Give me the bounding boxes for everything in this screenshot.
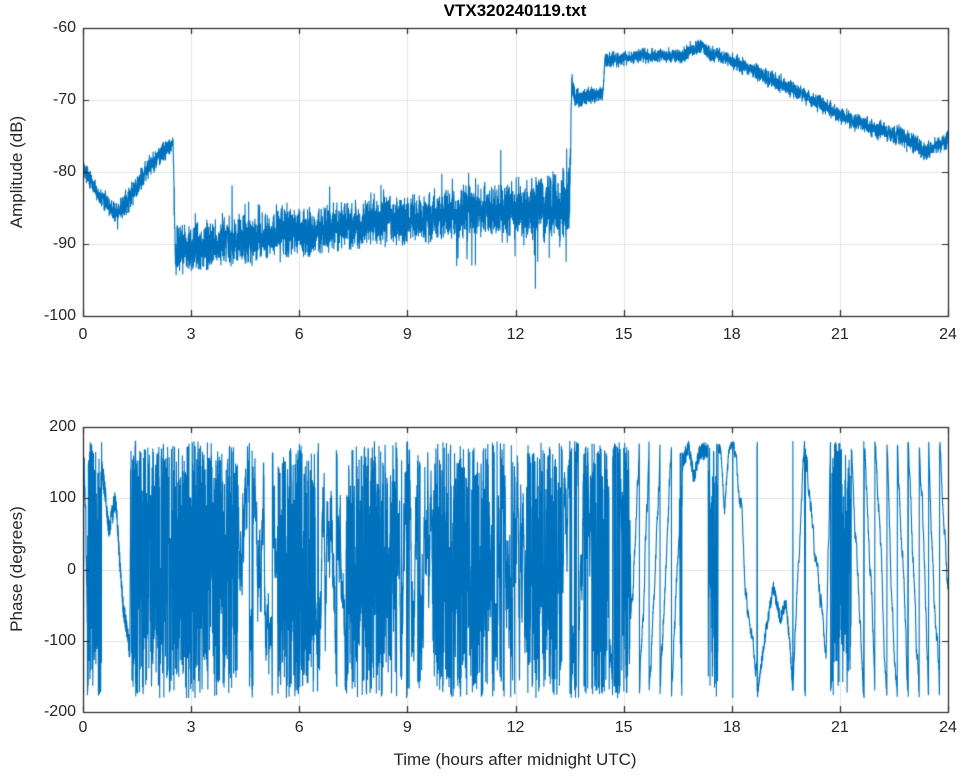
amp-y-tick-label: -60 <box>52 19 76 36</box>
amp-y-tick-label: -80 <box>52 163 76 180</box>
amp-y-tick-label: -70 <box>52 91 76 108</box>
amp-x-tick-label: 18 <box>722 326 741 343</box>
phase-y-tick-label: 0 <box>67 560 76 578</box>
amp-x-tick-label: 15 <box>614 326 633 343</box>
amplitude-y-axis-label: Amplitude (dB) <box>7 115 26 229</box>
phase-x-tick-label: 15 <box>614 719 633 736</box>
phase-y-axis-label: Phase (degrees) <box>7 506 26 632</box>
amp-x-tick-label: 6 <box>294 326 304 343</box>
phase-y-tick-label: 200 <box>49 418 76 435</box>
phase-x-tick-label: 18 <box>722 719 741 736</box>
phase-x-tick-label: 24 <box>939 719 957 736</box>
amp-x-tick-label: 12 <box>506 326 525 343</box>
figure-title: VTX320240119.txt <box>443 1 587 20</box>
amp-x-tick-label: 24 <box>939 326 957 343</box>
amp-y-tick-label: -90 <box>52 235 76 252</box>
phase-x-tick-label: 21 <box>830 719 849 736</box>
amp-y-tick-label: -100 <box>43 307 76 324</box>
phase-x-tick-label: 0 <box>78 719 88 736</box>
phase-x-tick-label: 6 <box>294 719 304 736</box>
phase-y-tick-label: 100 <box>49 489 76 507</box>
amp-x-tick-label: 9 <box>402 326 412 343</box>
amp-x-tick-label: 21 <box>830 326 849 343</box>
phase-y-tick-label: -100 <box>43 631 76 649</box>
phase-y-tick-label: -200 <box>43 703 76 720</box>
amp-x-tick-label: 0 <box>78 326 88 343</box>
phase-x-tick-label: 12 <box>506 719 525 736</box>
amp-x-tick-label: 3 <box>186 326 196 343</box>
phase-x-tick-label: 3 <box>186 719 196 736</box>
x-axis-label: Time (hours after midnight UTC) <box>393 750 637 769</box>
phase-x-tick-label: 9 <box>402 719 412 736</box>
